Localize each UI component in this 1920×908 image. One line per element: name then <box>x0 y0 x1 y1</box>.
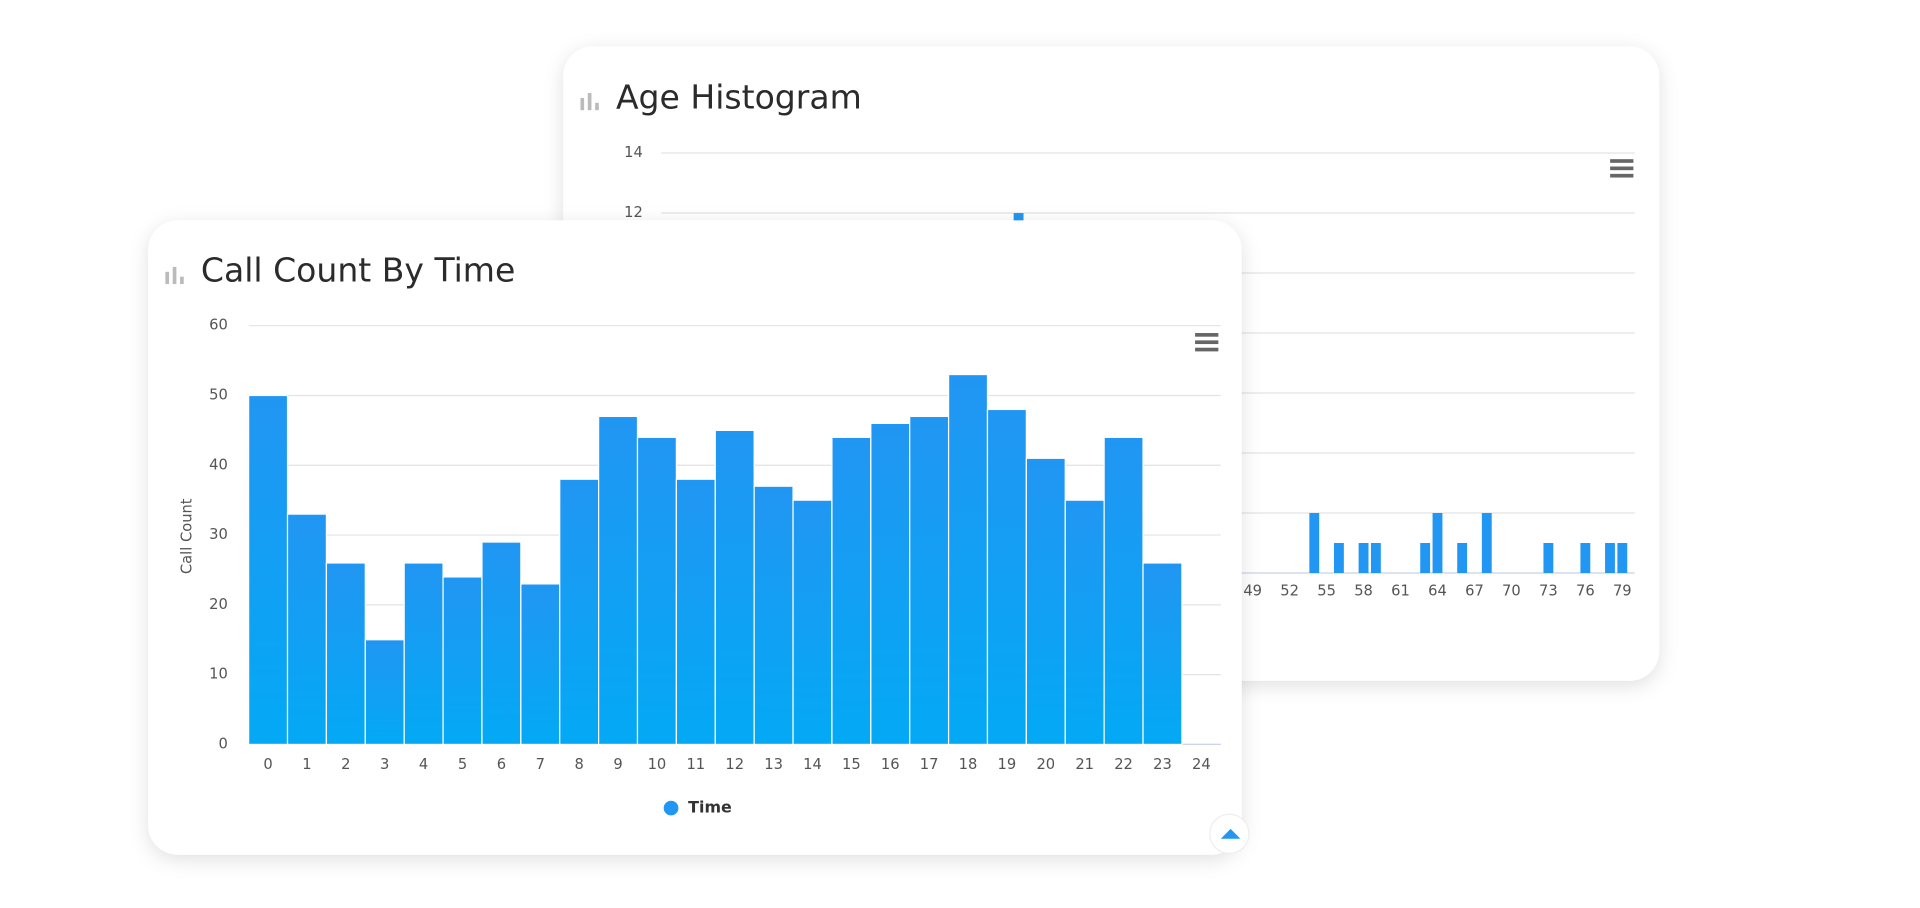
bar <box>1103 436 1144 746</box>
x-tick-label: 2 <box>341 756 350 773</box>
legend-marker <box>663 800 679 816</box>
bar <box>714 429 755 746</box>
x-tick-label: 73 <box>1539 582 1558 599</box>
bar <box>1580 543 1591 574</box>
bar <box>1358 543 1369 574</box>
x-tick-label: 49 <box>1243 582 1262 599</box>
x-tick-label: 24 <box>1192 756 1211 773</box>
x-tick-label: 64 <box>1428 582 1447 599</box>
x-tick-label: 58 <box>1354 582 1373 599</box>
bar <box>597 415 639 746</box>
bar <box>675 478 716 746</box>
bar <box>559 478 600 746</box>
x-tick-label: 15 <box>842 756 861 773</box>
y-tick-label: 14 <box>624 144 643 161</box>
y-tick-label: 50 <box>209 386 228 403</box>
y-tick-label: 20 <box>209 596 228 613</box>
y-tick-label: 12 <box>624 204 643 221</box>
bar <box>1309 513 1320 574</box>
bar <box>1025 457 1066 746</box>
bar <box>1333 543 1344 574</box>
x-tick-label: 16 <box>881 756 900 773</box>
y-tick-label: 40 <box>209 456 228 473</box>
x-tick-label: 79 <box>1613 582 1632 599</box>
x-tick-label: 9 <box>613 756 622 773</box>
bar <box>403 562 444 746</box>
y-axis-label: Call Count <box>178 498 195 574</box>
x-tick-label: 23 <box>1153 756 1172 773</box>
bar <box>364 639 405 746</box>
bar <box>520 583 561 746</box>
y-tick-label: 60 <box>209 317 228 334</box>
x-tick-label: 14 <box>803 756 822 773</box>
bar <box>831 436 872 746</box>
x-tick-label: 67 <box>1465 582 1484 599</box>
x-tick-label: 17 <box>920 756 939 773</box>
bar <box>1064 499 1105 746</box>
x-tick-label: 21 <box>1075 756 1094 773</box>
bar <box>1543 543 1554 574</box>
bar <box>1432 513 1443 574</box>
x-tick-label: 19 <box>998 756 1017 773</box>
x-tick-label: 1 <box>302 756 311 773</box>
x-tick-label: 20 <box>1036 756 1055 773</box>
scroll-top-button[interactable] <box>1209 813 1250 855</box>
call-card: Call Count By Time Call Count 0102030405… <box>148 220 1242 855</box>
x-tick-label: 70 <box>1502 582 1521 599</box>
chart-title: Age Histogram <box>616 78 862 117</box>
y-tick-label: 10 <box>209 666 228 683</box>
y-tick-label: 30 <box>209 526 228 543</box>
bar <box>1420 543 1431 574</box>
bar <box>870 422 911 746</box>
x-tick-label: 0 <box>263 756 272 773</box>
x-tick-label: 10 <box>648 756 667 773</box>
bar <box>1457 543 1468 574</box>
x-tick-label: 12 <box>725 756 744 773</box>
x-tick-label: 22 <box>1114 756 1133 773</box>
bar <box>792 499 833 746</box>
bar <box>286 513 328 746</box>
bar <box>1617 543 1628 574</box>
bar <box>636 436 677 746</box>
bar <box>1370 543 1381 574</box>
chart-icon <box>580 93 599 111</box>
legend-label: Time <box>688 798 732 817</box>
bar <box>909 415 950 746</box>
x-tick-label: 7 <box>536 756 545 773</box>
bar <box>248 394 289 746</box>
x-tick-label: 61 <box>1391 582 1410 599</box>
x-tick-label: 6 <box>497 756 506 773</box>
bar <box>753 485 794 746</box>
arrow-icon <box>1220 828 1241 839</box>
y-tick-label: 0 <box>218 735 227 752</box>
x-tick-label: 76 <box>1576 582 1595 599</box>
bar <box>325 562 366 746</box>
x-tick-label: 11 <box>686 756 705 773</box>
x-tick-label: 8 <box>574 756 583 773</box>
x-tick-label: 5 <box>458 756 467 773</box>
x-tick-label: 18 <box>959 756 978 773</box>
bar <box>947 373 989 746</box>
bar <box>442 576 483 746</box>
chart-title: Call Count By Time <box>201 250 515 289</box>
menu-button[interactable] <box>1610 159 1634 178</box>
x-tick-label: 55 <box>1317 582 1336 599</box>
bar <box>1605 543 1615 574</box>
x-tick-label: 13 <box>764 756 783 773</box>
x-tick-label: 3 <box>380 756 389 773</box>
bar <box>481 541 522 746</box>
chart-icon <box>165 266 184 285</box>
menu-button[interactable] <box>1195 333 1219 352</box>
bar <box>1481 513 1492 574</box>
x-tick-label: 4 <box>419 756 428 773</box>
bar <box>986 408 1027 746</box>
bar <box>1142 562 1183 746</box>
x-tick-label: 52 <box>1280 582 1299 599</box>
